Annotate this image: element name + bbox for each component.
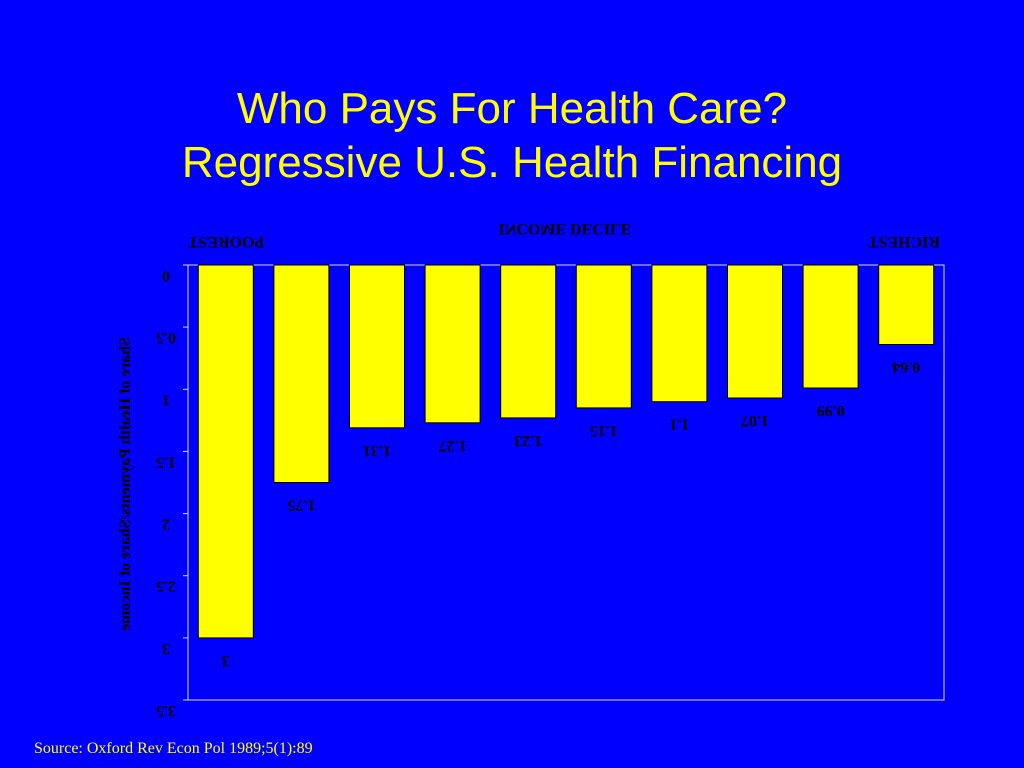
bars-layer bbox=[197, 264, 935, 639]
annotations-layer: INCOME DECILE POOREST RICHEST Share of H… bbox=[117, 220, 940, 631]
value-label-decile-2: 1.75 bbox=[287, 497, 315, 514]
y-tick-label: 2 bbox=[162, 516, 170, 533]
value-label-decile-9: 0.99 bbox=[817, 402, 845, 419]
bar-decile-5 bbox=[500, 264, 557, 419]
value-label-decile-3: 1.31 bbox=[363, 442, 391, 459]
value-labels-layer: 3 1.75 1.31 1.27 1.23 1.15 1.1 1.07 0.99 0.64 bbox=[222, 359, 920, 669]
bar-decile-2 bbox=[273, 264, 330, 483]
y-tick-label: 1 bbox=[162, 391, 170, 408]
value-label-decile-5: 1.23 bbox=[514, 432, 542, 449]
x-axis-label: INCOME DECILE bbox=[499, 220, 632, 237]
richest-label: RICHEST bbox=[868, 233, 940, 250]
source-note: Source: Oxford Rev Econ Pol 1989;5(1):89 bbox=[34, 740, 313, 757]
title-line-1: Who Pays For Health Care? bbox=[236, 84, 788, 133]
bar-decile-8 bbox=[727, 264, 783, 399]
y-tick-label: 3 bbox=[162, 640, 170, 657]
poorest-label: POOREST bbox=[187, 233, 264, 250]
bar-decile-1 bbox=[197, 264, 254, 639]
value-label-decile-4: 1.27 bbox=[439, 437, 467, 454]
y-tick-label: 0.5 bbox=[156, 329, 176, 346]
bar-decile-4 bbox=[424, 264, 481, 424]
title-line-2: Regressive U.S. Health Financing bbox=[181, 138, 843, 187]
value-label-decile-7: 1.1 bbox=[669, 416, 689, 433]
slide-title: Who Pays For Health Care? Regressive U.S… bbox=[0, 82, 1024, 190]
y-tick-label: 0 bbox=[162, 267, 170, 284]
bar-decile-7 bbox=[651, 264, 708, 403]
y-tick-label: 2.5 bbox=[156, 578, 176, 595]
value-label-decile-10: 0.64 bbox=[892, 359, 920, 376]
y-ticks-layer: 0 0.5 1 1.5 2 2.5 3 3.5 bbox=[156, 264, 188, 719]
y-axis-label: Share of Health Payments/Share of Income bbox=[117, 337, 134, 631]
bar-decile-6 bbox=[575, 264, 632, 409]
value-label-decile-6: 1.15 bbox=[590, 422, 618, 439]
y-tick-label: 1.5 bbox=[156, 453, 176, 470]
value-label-decile-8: 1.07 bbox=[741, 412, 769, 429]
value-label-decile-1: 3 bbox=[222, 652, 230, 669]
bar-decile-3 bbox=[349, 264, 405, 429]
y-tick-label: 3.5 bbox=[156, 702, 176, 719]
bar-decile-9 bbox=[802, 264, 859, 389]
bar-decile-10 bbox=[878, 264, 935, 345]
